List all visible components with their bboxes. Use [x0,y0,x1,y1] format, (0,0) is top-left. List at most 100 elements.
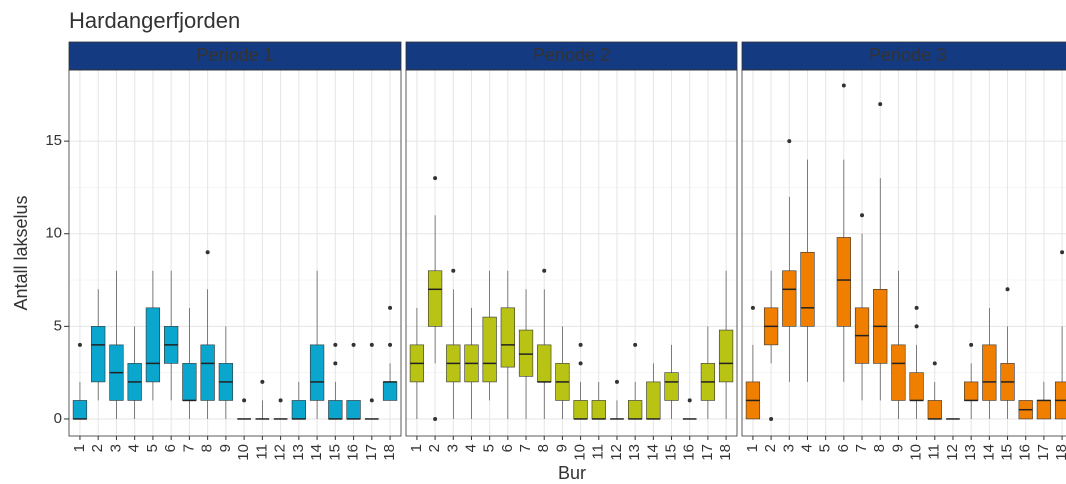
outlier [542,268,547,273]
box [427,270,443,327]
panel-label: Periode 2 [533,45,610,65]
x-tick-label: 7 [517,444,534,452]
x-tick-label: 16 [681,444,698,461]
x-tick-label: 8 [871,444,888,452]
x-tick-label: 14 [308,444,325,461]
box [182,363,197,401]
outlier [932,361,937,366]
box [891,344,906,401]
x-tick-label: 4 [798,444,815,452]
x-tick-label: 7 [853,444,870,452]
x-tick-label: 10 [908,444,925,461]
outlier [578,361,583,366]
x-tick-label: 2 [426,444,443,452]
x-tick-label: 15 [662,444,679,461]
x-tick-label: 13 [962,444,979,461]
box [573,400,588,420]
box [927,400,942,420]
box [718,329,734,383]
box [964,381,979,401]
outlier [914,324,919,329]
x-tick-label: 8 [535,444,552,452]
x-tick-label: 3 [107,444,124,452]
x-tick-label: 1 [408,444,425,452]
outlier [451,268,456,273]
panel-background [69,70,401,436]
box [591,400,606,420]
x-tick-label: 12 [608,444,625,461]
x-tick-label: 5 [481,444,498,452]
x-tick-label: 15 [998,444,1015,461]
x-tick-label: 10 [235,444,252,461]
x-tick-label: 4 [126,444,143,452]
box [72,400,88,420]
x-tick-label: 18 [717,444,734,461]
outlier [205,250,210,255]
x-tick-label: 1 [744,444,761,452]
x-tick-label: 5 [817,444,834,452]
x-tick-label: 12 [272,444,289,461]
x-tick-label: 9 [217,444,234,452]
outlier [787,139,792,144]
box [537,344,552,383]
outlier [769,416,774,421]
y-axis-title: Antall lakselus [11,195,31,310]
outlier [860,213,865,218]
box [145,307,161,383]
box [309,344,325,401]
panel-background [406,70,737,436]
box [782,270,797,327]
x-tick-label: 16 [345,444,362,461]
x-tick-label: 17 [699,444,716,461]
x-tick-label: 13 [626,444,643,461]
outlier [1005,287,1010,292]
x-tick-label: 9 [553,444,570,452]
x-tick-label: 17 [363,444,380,461]
chart-title: Hardangerfjorden [69,8,240,33]
x-tick-label: 6 [162,444,179,452]
x-tick-label: 7 [180,444,197,452]
x-tick-label: 6 [835,444,852,452]
panel-border [741,69,1066,437]
outlier [242,398,247,403]
x-axis-title: Bur [558,463,586,483]
x-tick-label: 3 [444,444,461,452]
box [646,381,661,420]
outlier [369,342,374,347]
box [982,344,997,401]
outlier [687,398,692,403]
box [628,400,643,420]
outlier [369,398,374,403]
box [291,400,306,420]
panel-border [405,69,738,437]
x-tick-label: 17 [1035,444,1052,461]
panel-strip [741,41,1066,71]
outlier [278,398,283,403]
x-tick-label: 18 [381,444,398,461]
outlier [1060,250,1065,255]
outlier [878,102,883,107]
outlier [914,305,919,310]
panel-label: Periode 3 [869,45,946,65]
box [91,326,106,383]
outlier [841,83,846,88]
y-tick-label: 0 [54,410,62,427]
panel-strip [68,41,402,71]
outlier [633,342,638,347]
x-tick-label: 11 [253,444,270,460]
y-tick-label: 5 [54,317,62,334]
outlier [333,342,338,347]
x-tick-label: 12 [944,444,961,461]
outlier [388,342,393,347]
outlier [750,305,755,310]
box [909,372,924,401]
box [200,344,215,401]
outlier [388,305,393,310]
outlier [333,361,338,366]
box [1036,400,1052,420]
x-tick-label: 11 [590,444,607,460]
box [800,251,815,327]
x-tick-label: 14 [980,444,997,461]
box [518,329,534,377]
